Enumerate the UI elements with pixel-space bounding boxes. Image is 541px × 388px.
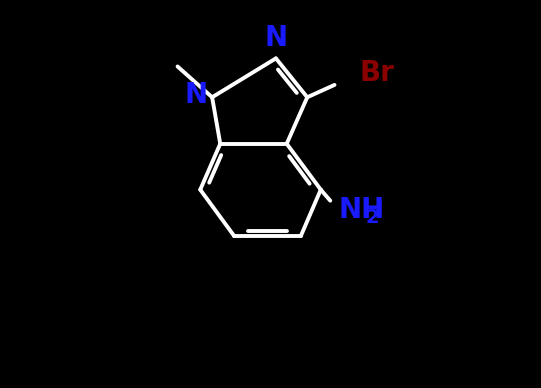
Text: N: N bbox=[184, 81, 208, 109]
Text: N: N bbox=[265, 24, 287, 52]
Text: 2: 2 bbox=[365, 208, 379, 227]
Text: Br: Br bbox=[360, 59, 394, 87]
Text: NH: NH bbox=[338, 196, 384, 223]
